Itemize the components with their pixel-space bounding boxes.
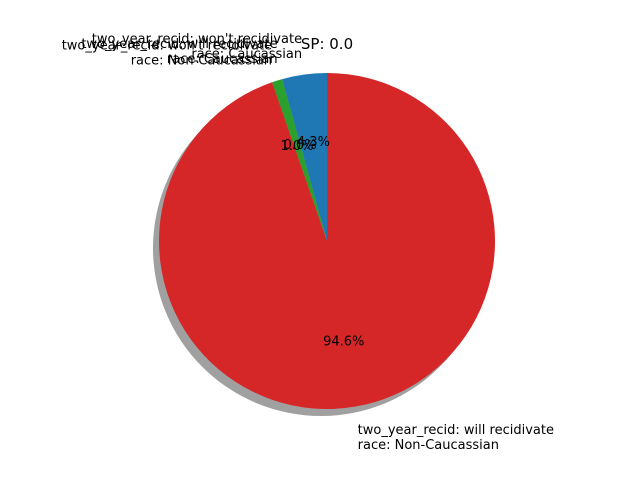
slice-label-3: two_year_recid: will recidivate race: Non…: [358, 423, 554, 453]
slice-label-2: two_year_recid: won't recidivate race: No…: [62, 39, 272, 69]
pie-slices: [158, 73, 496, 409]
pct-label-3: 94.6%: [323, 334, 364, 349]
chart-title: SP: 0.0: [301, 35, 353, 53]
pie-slice-2: [272, 79, 327, 241]
slice-label-1: two_year_recid: will recidivate race: Cau…: [81, 37, 277, 67]
pct-labels: 4.3%0.0%1.0% 94.6%: [281, 135, 365, 349]
pie-slice-3: [158, 73, 496, 409]
pie-slice-0: [282, 73, 327, 241]
pct-label-2: 1.0%: [281, 139, 314, 154]
pct-label-0: 4.3%: [297, 135, 330, 150]
slice-labels: two_year_recid: won't recidivate race: Ca…: [62, 32, 554, 453]
pct-label-1: 0.0%: [284, 138, 317, 153]
slice-label-0: two_year_recid: won't recidivate race: Ca…: [92, 32, 302, 62]
